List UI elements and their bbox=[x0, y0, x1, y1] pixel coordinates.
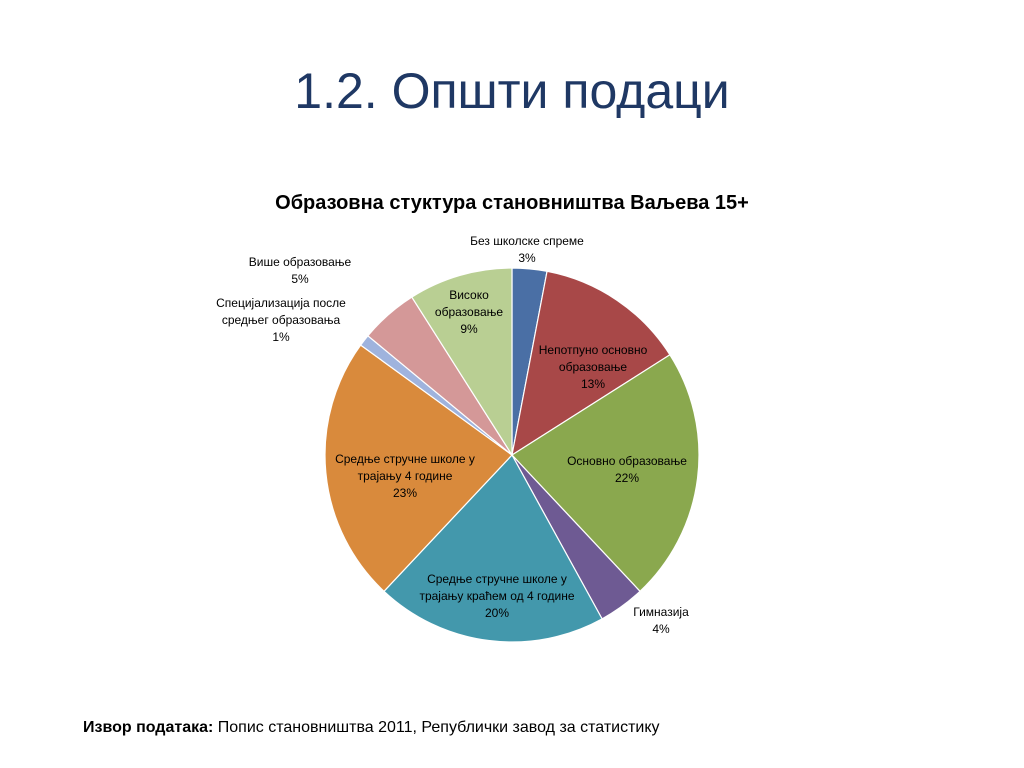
pie-slice-5 bbox=[383, 453, 603, 643]
pie-slice-3 bbox=[511, 353, 700, 593]
pie-slice-6 bbox=[324, 344, 513, 593]
slice-label-5: Средње стручне школе у трајању краћем од … bbox=[419, 571, 575, 620]
slice-label-2: Непотпуно основно образовање 13% bbox=[538, 342, 648, 391]
slice-label-4: Гимназија 4% bbox=[633, 605, 689, 636]
chart-title: Образовна стуктура становништва Ваљева 1… bbox=[275, 192, 749, 214]
slice-label-8: Више образовање 5% bbox=[248, 255, 352, 286]
slide-title: 1.2. Општи подаци bbox=[294, 63, 730, 119]
slice-label-1: Без школске спреме 3% bbox=[470, 234, 584, 265]
source-label: Извор података: bbox=[83, 719, 214, 736]
slice-label-6: Средње стручне школе у трајању 4 године 23… bbox=[335, 451, 475, 500]
pie-slice-2 bbox=[511, 270, 671, 457]
source-text: Попис становништва 2011, Републички заво… bbox=[217, 719, 660, 736]
slice-label-3: Основно образовање 22% bbox=[567, 454, 687, 485]
data-source: Извор података: Попис становништва 2011,… bbox=[83, 719, 660, 737]
slice-label-7: Специјализација после средњег образовања 1… bbox=[216, 295, 346, 344]
slice-label-9: Високо образовање 9% bbox=[434, 287, 504, 336]
pie-slice-9 bbox=[410, 267, 513, 458]
